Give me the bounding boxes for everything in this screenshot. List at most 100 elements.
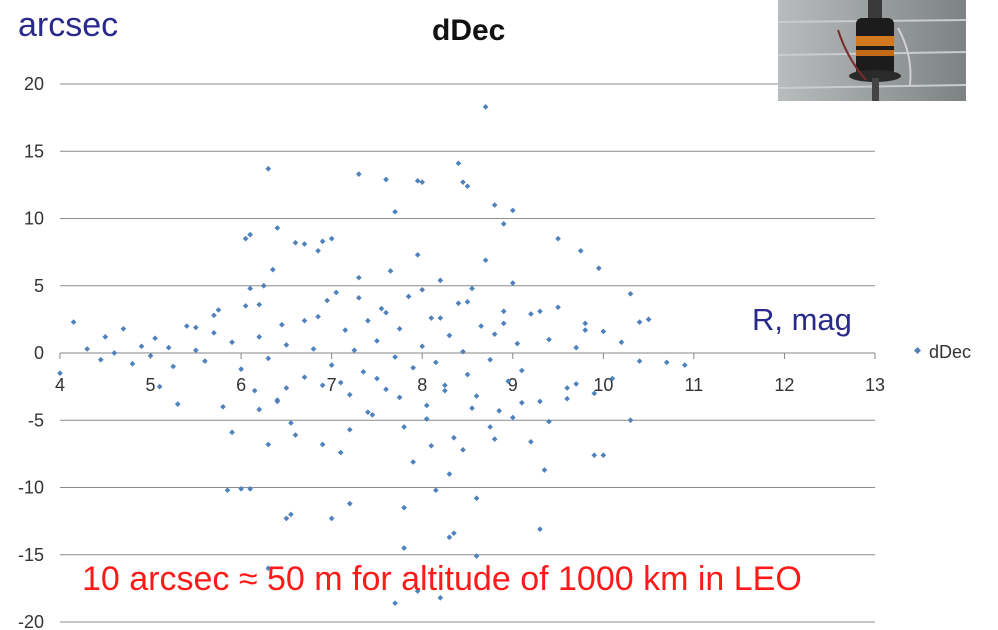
y-tick-label: -10 xyxy=(18,478,44,498)
data-point xyxy=(451,434,457,441)
data-point xyxy=(401,424,407,430)
x-tick-label: 8 xyxy=(417,375,427,395)
data-point xyxy=(491,331,498,337)
data-point xyxy=(224,487,231,494)
data-point xyxy=(138,343,145,350)
data-point xyxy=(324,297,330,304)
data-point xyxy=(636,358,643,364)
data-point xyxy=(509,280,516,286)
data-point xyxy=(627,290,634,297)
data-point xyxy=(618,339,625,346)
legend-label: dDec xyxy=(929,342,971,362)
data-point xyxy=(356,274,362,281)
data-point xyxy=(374,338,380,344)
data-point xyxy=(256,301,263,308)
data-point xyxy=(528,311,534,317)
data-point xyxy=(328,235,335,242)
data-point xyxy=(591,390,598,397)
data-point xyxy=(464,299,471,305)
data-point xyxy=(442,387,448,394)
y-tick-label: 0 xyxy=(34,343,44,363)
data-point xyxy=(446,332,453,339)
data-point xyxy=(546,418,552,425)
data-point xyxy=(537,398,543,405)
data-point xyxy=(328,362,335,368)
data-point xyxy=(582,320,589,327)
y-tick-label: 20 xyxy=(24,74,44,94)
data-point xyxy=(193,347,199,354)
data-point xyxy=(600,452,607,459)
data-point xyxy=(437,594,444,601)
x-tick-label: 9 xyxy=(508,375,518,395)
data-point xyxy=(564,395,570,402)
data-point xyxy=(265,355,272,362)
data-point xyxy=(478,323,484,329)
data-point xyxy=(500,221,507,227)
data-point xyxy=(509,207,516,214)
x-tick-label: 6 xyxy=(236,375,246,395)
data-point xyxy=(328,515,335,522)
data-point xyxy=(609,375,616,382)
data-point xyxy=(170,363,177,370)
data-point xyxy=(419,343,426,350)
x-axis-label: R, mag xyxy=(752,302,852,337)
data-point xyxy=(111,350,118,356)
data-point xyxy=(577,247,584,254)
data-point xyxy=(392,600,398,606)
data-point xyxy=(396,325,403,332)
data-point xyxy=(500,308,507,315)
x-tick-label: 5 xyxy=(146,375,156,395)
data-point xyxy=(292,432,299,438)
data-point xyxy=(256,334,263,340)
data-point xyxy=(423,416,430,422)
data-point xyxy=(337,379,344,386)
x-tick-labels: 4 5 6 7 8 9 10 11 12 13 xyxy=(55,353,885,395)
data-point xyxy=(274,225,281,231)
data-point xyxy=(541,467,548,473)
data-point xyxy=(346,500,353,507)
data-point xyxy=(509,414,516,421)
y-axis-unit-label: arcsec xyxy=(18,6,119,44)
data-point xyxy=(491,202,498,208)
data-point xyxy=(573,381,579,387)
data-points xyxy=(57,104,688,606)
data-point xyxy=(97,356,104,363)
data-point xyxy=(279,321,285,328)
data-point xyxy=(288,420,294,426)
data-point xyxy=(500,320,507,327)
data-point xyxy=(419,286,426,293)
data-point xyxy=(256,406,263,413)
data-point xyxy=(156,383,163,390)
data-point xyxy=(269,266,276,273)
data-point xyxy=(451,530,457,537)
y-tick-label: -5 xyxy=(28,410,44,430)
data-point xyxy=(464,371,471,378)
data-point xyxy=(374,375,380,382)
data-point xyxy=(645,316,652,323)
data-point xyxy=(229,429,235,436)
data-point xyxy=(356,295,362,301)
data-point xyxy=(428,315,435,321)
y-tick-label: -15 xyxy=(18,545,44,565)
data-point xyxy=(405,293,412,300)
data-point xyxy=(595,265,602,272)
data-point xyxy=(627,417,634,424)
x-tick-label: 11 xyxy=(685,375,704,395)
data-point xyxy=(283,515,290,522)
data-point xyxy=(152,335,158,342)
gridlines xyxy=(60,83,875,623)
data-point xyxy=(469,405,475,411)
data-point xyxy=(102,334,109,340)
data-point xyxy=(387,268,394,274)
data-point xyxy=(423,402,430,409)
data-point xyxy=(351,347,358,354)
data-point xyxy=(342,327,349,333)
y-tick-label: 5 xyxy=(34,276,44,296)
data-point xyxy=(356,171,362,177)
data-point xyxy=(464,183,471,190)
data-point xyxy=(487,356,493,363)
data-point xyxy=(360,369,367,375)
data-point xyxy=(519,367,525,374)
data-point xyxy=(215,307,222,313)
data-point xyxy=(460,447,466,453)
